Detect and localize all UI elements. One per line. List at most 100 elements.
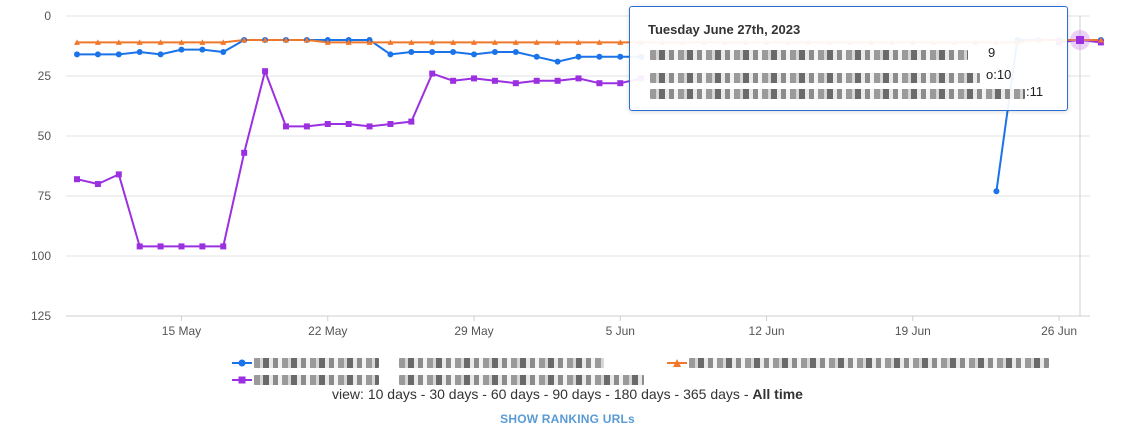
series-0-point (491, 49, 498, 55)
series-2-point (303, 37, 310, 43)
series-2-point (324, 39, 331, 45)
series-2-point (178, 39, 185, 45)
series-0-point (115, 51, 122, 58)
series-2-point (94, 39, 101, 45)
x-tick-label: 26 Jun (1041, 324, 1077, 338)
series-1-point (262, 68, 269, 75)
series-1-point (533, 77, 540, 84)
legend-line-circle-icon (232, 359, 252, 367)
x-tick-label: 15 May (162, 324, 201, 338)
series-2-point (115, 39, 122, 45)
series-0-point (178, 46, 185, 53)
view-option-10-days[interactable]: 10 days (367, 386, 417, 402)
series-0-point (533, 53, 540, 60)
legend-item-blue[interactable] (232, 356, 604, 370)
y-axis: 0 25 50 75 100 125 (31, 9, 51, 323)
series-1-point (157, 243, 164, 250)
legend-line-triangle-icon (667, 359, 687, 367)
series-0-point (74, 51, 80, 58)
series-0-point (512, 49, 519, 55)
series-0-point (471, 51, 478, 58)
series-2-point (554, 39, 561, 45)
series-0-point (387, 51, 394, 58)
series-0-point (157, 51, 164, 58)
view-separator: - (416, 386, 430, 402)
show-ranking-urls-link[interactable]: SHOW RANKING URLs (500, 412, 635, 426)
series-2-point (512, 39, 519, 45)
series-2-point (408, 39, 415, 45)
legend-label-redacted (254, 358, 379, 368)
series-2-point (345, 39, 352, 45)
x-axis: 15 May 22 May 29 May 5 Jun 12 Jun 19 Jun 26 Ju… (162, 316, 1077, 338)
tooltip-row-value: 9 (988, 45, 996, 60)
series-2-point (220, 39, 227, 45)
tooltip-row-value: :11 (1026, 84, 1044, 99)
legend-item-purple[interactable] (232, 373, 644, 387)
legend-label-redacted (399, 375, 644, 385)
view-option-60-days[interactable]: 60 days (490, 386, 540, 402)
tooltip-row-label-redacted (650, 50, 968, 60)
series-1-point (303, 123, 310, 130)
tooltip-row-value: o:10 (986, 67, 1012, 82)
series-0-point (429, 49, 436, 55)
series-0-line (77, 39, 642, 63)
series-0-point (617, 53, 624, 60)
view-option-365-days[interactable]: 365 days (683, 386, 740, 402)
series-2-point (617, 39, 624, 45)
y-tick-label: 125 (31, 309, 51, 323)
series-2-point (136, 39, 143, 45)
series-1-point (220, 243, 227, 250)
view-separator: - (670, 386, 684, 402)
tooltip-row-label-redacted (650, 89, 1025, 99)
series-1-point (241, 149, 248, 156)
series-2-point (199, 39, 206, 45)
legend (232, 354, 1072, 386)
series-1-point (596, 80, 603, 87)
view-option-90-days[interactable]: 90 days (552, 386, 602, 402)
series-1-point (282, 123, 289, 130)
view-prefix: view: (332, 386, 364, 402)
legend-label-redacted (689, 358, 1049, 368)
series-1-point (617, 80, 624, 87)
legend-item-orange[interactable] (667, 356, 1049, 370)
x-tick-label: 12 Jun (749, 324, 785, 338)
series-2-point (491, 39, 498, 45)
series-2-point (262, 37, 269, 43)
series-0-point (408, 49, 415, 55)
series-1-point (324, 121, 331, 127)
series-1-point (199, 243, 206, 250)
series-0-point (220, 49, 227, 55)
series-1-point (94, 181, 101, 187)
series-2-point (596, 39, 603, 45)
series-2-point (366, 39, 373, 45)
y-tick-label: 100 (31, 249, 51, 263)
series-0-point (554, 58, 561, 65)
x-tick-label: 29 May (454, 324, 493, 338)
series-1-point (366, 123, 373, 130)
series-2-point (575, 39, 582, 45)
x-tick-label: 5 Jun (606, 324, 635, 338)
view-option-all-time[interactable]: All time (752, 386, 803, 402)
y-tick-label: 50 (38, 129, 52, 143)
series-1-point (178, 243, 185, 250)
series-0-point (596, 53, 603, 60)
view-separator: - (739, 386, 753, 402)
series-1-point (408, 118, 415, 125)
tooltip-date: Tuesday June 27th, 2023 (648, 22, 801, 37)
series-1-point (575, 75, 582, 82)
view-option-30-days[interactable]: 30 days (429, 386, 479, 402)
series-1-point (491, 77, 498, 84)
y-tick-label: 25 (38, 69, 52, 83)
legend-line-square-icon (232, 376, 252, 384)
series-1-point (554, 77, 561, 84)
series-2-point (74, 39, 80, 45)
series-1-point (136, 243, 143, 250)
view-separator: - (601, 386, 614, 402)
series-2-point (282, 37, 289, 43)
series-2-point (450, 39, 457, 45)
series-0-point (450, 49, 457, 55)
series-2-point (1097, 37, 1104, 43)
view-option-180-days[interactable]: 180 days (613, 386, 671, 402)
x-tick-label: 19 Jun (895, 324, 931, 338)
x-tick-label: 22 May (308, 324, 347, 338)
